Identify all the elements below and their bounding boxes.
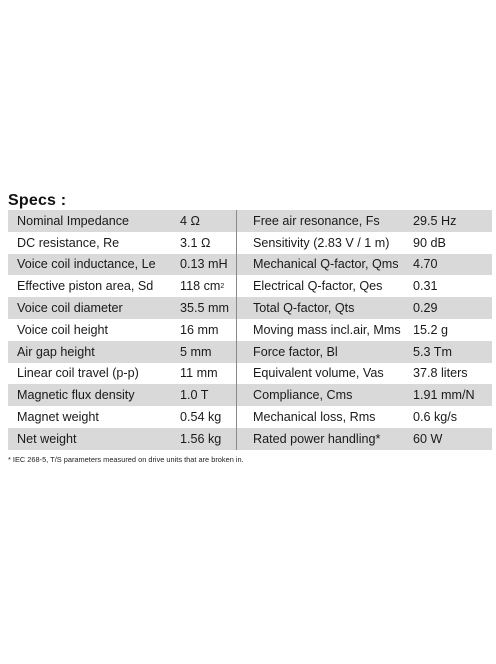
- spec-name: Compliance, Cms: [253, 388, 353, 403]
- spec-name: Free air resonance, Fs: [253, 213, 380, 228]
- spec-value: 60 W: [413, 431, 443, 446]
- spec-name: Equivalent volume, Vas: [253, 366, 384, 381]
- spec-name: DC resistance, Re: [17, 235, 120, 250]
- spec-value: 16 mm: [180, 322, 219, 337]
- spec-name: Sensitivity (2.83 V / 1 m): [253, 235, 390, 250]
- table-row: Net weight 1.56 kg Rated power handling*…: [8, 427, 492, 450]
- spec-value: 90 dB: [413, 235, 446, 250]
- spec-value: 1.91 mm/N: [413, 388, 475, 403]
- spec-name: Electrical Q-factor, Qes: [253, 279, 383, 294]
- spec-value: 0.13 mH: [180, 257, 228, 272]
- spec-value: 1.56 kg: [180, 431, 222, 446]
- spec-name: Force factor, Bl: [253, 344, 338, 359]
- spec-value: 4 Ω: [180, 213, 200, 228]
- spec-value: 1.0 T: [180, 388, 209, 403]
- table-row: Effective piston area, Sd 118 cm 2 Electr…: [8, 275, 492, 297]
- table-row: Magnet weight 0.54 kg Mechanical loss, R…: [8, 406, 492, 428]
- spec-value: 0.54 kg: [180, 410, 222, 425]
- spec-value: 4.70: [413, 257, 438, 272]
- table-row: Linear coil travel (p-p) 11 mm Equivalen…: [8, 363, 492, 385]
- spec-name: Voice coil inductance, Le: [17, 257, 156, 272]
- spec-name: Linear coil travel (p-p): [17, 366, 139, 381]
- table-row: Voice coil diameter 35.5 mm Total Q-fact…: [8, 297, 492, 319]
- spec-name: Mechanical loss, Rms: [253, 410, 376, 425]
- spec-value: 3.1 Ω: [180, 235, 211, 250]
- spec-name: Magnetic flux density: [17, 388, 135, 403]
- spec-name: Total Q-factor, Qts: [253, 301, 355, 316]
- column-divider: [236, 210, 237, 450]
- spec-value: 0.31: [413, 279, 438, 294]
- spec-value: 29.5 Hz: [413, 213, 457, 228]
- spec-value: 5 mm: [180, 344, 212, 359]
- table-row: Air gap height 5 mm Force factor, Bl 5.3…: [8, 340, 492, 363]
- table-row: Voice coil height 16 mm Moving mass incl…: [8, 319, 492, 341]
- specs-table: Nominal Impedance 4 Ω Free air resonance…: [8, 210, 492, 450]
- spec-name: Voice coil height: [17, 322, 109, 337]
- spec-value: 0.6 kg/s: [413, 410, 458, 425]
- footnote: * IEC 268-5, T/S parameters measured on …: [8, 455, 244, 464]
- unit-superscript: 2: [220, 282, 225, 290]
- spec-name: Air gap height: [17, 344, 95, 359]
- spec-name: Rated power handling*: [253, 431, 381, 446]
- spec-name: Net weight: [17, 431, 77, 446]
- table-row: Magnetic flux density 1.0 T Compliance, …: [8, 384, 492, 407]
- table-row: Voice coil inductance, Le 0.13 mH Mechan…: [8, 253, 492, 276]
- spec-value: 5.3 Tm: [413, 344, 452, 359]
- spec-name: Moving mass incl.air, Mms: [253, 322, 401, 337]
- spec-name: Nominal Impedance: [17, 213, 130, 228]
- spec-value: 15.2 g: [413, 322, 449, 337]
- spec-value: 118 cm 2: [180, 275, 224, 297]
- spec-name: Mechanical Q-factor, Qms: [253, 257, 399, 272]
- spec-name: Effective piston area, Sd: [17, 279, 154, 294]
- spec-value: 37.8 liters: [413, 366, 468, 381]
- spec-value: 35.5 mm: [180, 301, 229, 316]
- specs-heading: Specs :: [8, 192, 67, 209]
- spec-value-text: 118 cm: [180, 279, 221, 294]
- spec-name: Magnet weight: [17, 410, 99, 425]
- table-row: DC resistance, Re 3.1 Ω Sensitivity (2.8…: [8, 232, 492, 254]
- table-row: Nominal Impedance 4 Ω Free air resonance…: [8, 210, 492, 232]
- spec-name: Voice coil diameter: [17, 301, 123, 316]
- spec-value: 11 mm: [180, 366, 218, 381]
- spec-value: 0.29: [413, 301, 438, 316]
